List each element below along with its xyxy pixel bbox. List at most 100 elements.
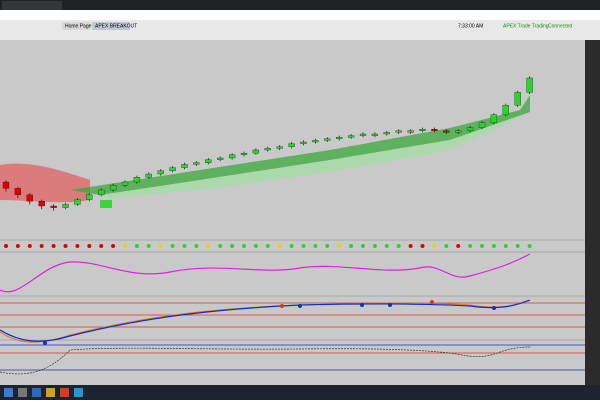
signal-dot [289, 244, 294, 248]
candle-body [526, 77, 533, 93]
chart-area [0, 40, 585, 385]
candle-body [98, 189, 105, 195]
signal-dot [242, 244, 246, 248]
candle-body [50, 205, 57, 208]
signal-dot [4, 244, 8, 248]
taskbar-icon[interactable] [18, 388, 27, 397]
green-cloud [70, 95, 530, 195]
signal-dot [408, 244, 413, 248]
signal-dot [99, 244, 104, 248]
candle-body [26, 194, 33, 202]
signal-dot [468, 244, 473, 248]
signal-dot [432, 244, 437, 248]
signal-dot [313, 244, 318, 248]
candle-body [121, 181, 129, 186]
candle-body [217, 157, 224, 160]
candle-body [62, 204, 69, 208]
candle-body [347, 135, 355, 138]
tab[interactable] [2, 1, 62, 10]
candle-body [228, 154, 236, 159]
signal-dot [527, 244, 532, 248]
candle-body [2, 181, 10, 189]
price-scale [585, 40, 600, 385]
taskbar-icon[interactable] [46, 388, 55, 397]
candle-body [74, 199, 81, 205]
signal-dot [158, 244, 163, 248]
candle-body [205, 159, 212, 163]
candle-body [14, 188, 22, 195]
trend-line [0, 299, 531, 342]
candle-body [276, 146, 283, 149]
signal-dot [515, 244, 520, 248]
candle-body [383, 132, 390, 135]
taskbar [0, 385, 600, 400]
signal-dot [384, 244, 389, 248]
candle-body [181, 164, 188, 168]
signal-dot [146, 244, 151, 248]
candle-body [478, 122, 486, 128]
signal-dot [51, 244, 56, 248]
candle-body [193, 162, 200, 165]
candle-body [514, 92, 521, 106]
taskbar-icon[interactable] [74, 388, 83, 397]
candle-body [169, 167, 176, 171]
signal-dot [503, 244, 508, 248]
tab-button[interactable] [62, 22, 90, 30]
candle-body [86, 194, 93, 200]
candle-body [395, 130, 402, 133]
candle-body [431, 129, 438, 131]
oscillator-line [0, 253, 531, 293]
status: APEX Trade Trading [503, 23, 549, 29]
signal-dot [456, 244, 461, 248]
candle-body [240, 153, 248, 155]
tab-label[interactable]: Home Page [65, 23, 92, 29]
candle-body [312, 140, 319, 143]
candle-body [336, 137, 343, 139]
candle-body [300, 141, 307, 144]
candle-body [490, 114, 498, 123]
candle-body [38, 201, 45, 207]
taskbar-icon[interactable] [4, 388, 13, 397]
signal-dot [372, 244, 377, 248]
signal-box [100, 200, 112, 208]
candle-body [157, 170, 164, 175]
signal-dot [444, 244, 449, 248]
signal-dot [182, 244, 187, 248]
signal-dot [337, 244, 342, 248]
signal-dot [491, 244, 496, 248]
candle-body [264, 148, 271, 151]
tab-button[interactable] [92, 22, 130, 30]
signal-dot [39, 244, 44, 248]
candle-body [502, 105, 509, 115]
candle-body [371, 133, 379, 136]
candle-body [145, 173, 152, 178]
red-cloud [0, 163, 90, 203]
green-cloud-lower [100, 112, 530, 198]
signal-dot [27, 244, 32, 248]
candle-body [419, 129, 426, 131]
tab-bar [0, 0, 600, 10]
signal-dot [480, 244, 484, 248]
candle-body [466, 127, 474, 131]
taskbar-icon[interactable] [60, 388, 69, 397]
signal-dot [206, 244, 211, 248]
signal-dot [134, 244, 139, 248]
candle-body [443, 130, 450, 133]
signal-dot [15, 244, 20, 248]
signal-dot [265, 244, 270, 248]
signal-dot [218, 244, 223, 248]
signal-dot [277, 244, 282, 248]
connection: Connected [548, 23, 572, 29]
signal-dot [194, 244, 199, 248]
signal-dot [87, 244, 92, 248]
signal-dot [349, 244, 354, 248]
candle-body [109, 185, 117, 191]
signal-dot [301, 244, 306, 248]
signal-dot [123, 244, 127, 248]
address-bar [0, 10, 600, 20]
taskbar-icon[interactable] [32, 388, 41, 397]
tab-label[interactable]: APEX BREAKOUT [95, 23, 137, 29]
signal-dot [170, 244, 175, 248]
